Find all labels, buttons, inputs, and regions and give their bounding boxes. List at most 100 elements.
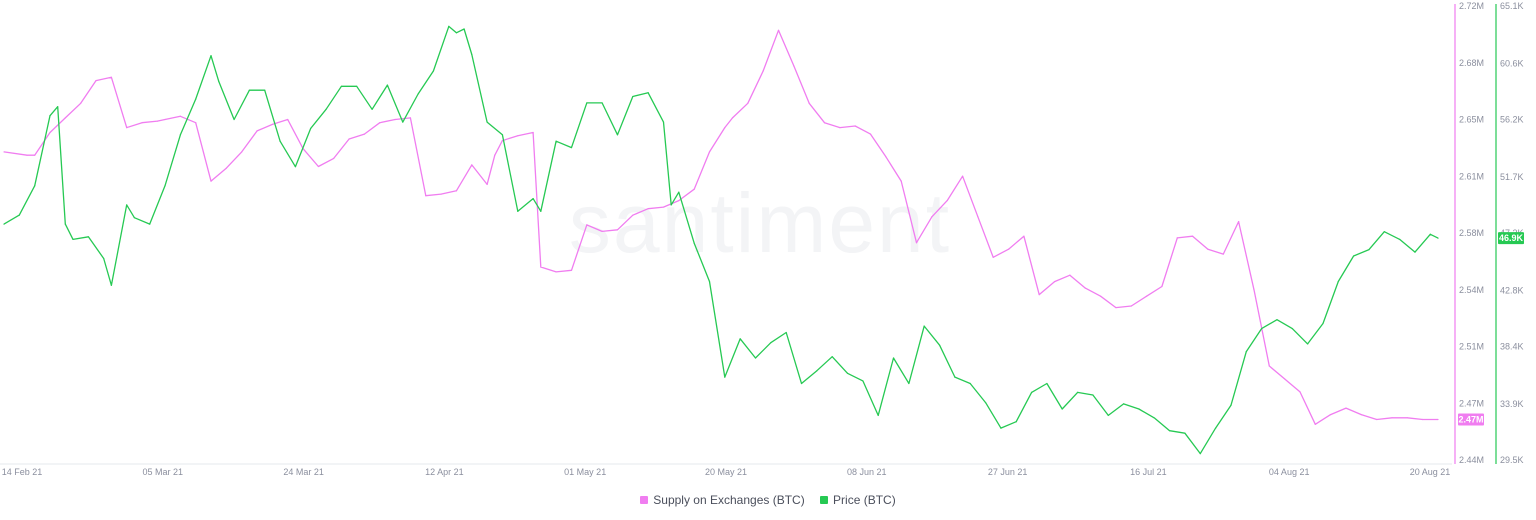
price-point xyxy=(1353,255,1355,257)
supply-point xyxy=(110,76,112,78)
price-point xyxy=(647,92,649,94)
price-point xyxy=(279,140,281,142)
supply-point xyxy=(762,70,764,72)
supply-point xyxy=(1053,281,1056,283)
price-point xyxy=(1429,233,1431,235)
supply-tick-label: 2.47M xyxy=(1459,398,1484,408)
supply-point xyxy=(156,120,158,122)
price-point xyxy=(1215,427,1217,429)
price-point xyxy=(1199,453,1201,455)
supply-point xyxy=(708,151,711,153)
supply-series xyxy=(3,29,1439,425)
price-tick-label: 33.9K xyxy=(1500,399,1524,409)
x-tick-label: 16 Jul 21 xyxy=(1130,467,1167,477)
price-point xyxy=(616,134,619,136)
x-tick-label: 12 Apr 21 xyxy=(425,467,464,477)
price-point xyxy=(386,84,389,86)
x-tick-label: 20 Aug 21 xyxy=(1410,467,1451,477)
price-point xyxy=(785,331,787,334)
x-tick-label: 04 Aug 21 xyxy=(1269,467,1310,477)
price-point xyxy=(1414,251,1416,253)
supply-point xyxy=(49,131,51,134)
price-point xyxy=(892,357,895,359)
supply-point xyxy=(793,65,795,67)
supply-point xyxy=(363,133,366,135)
supply-point xyxy=(409,117,412,119)
legend-item-supply[interactable]: Supply on Exchanges (BTC) xyxy=(640,493,805,507)
supply-tick-label: 2.58M xyxy=(1459,228,1484,238)
price-point xyxy=(708,280,711,283)
price-point xyxy=(1437,237,1439,239)
supply-point xyxy=(616,229,619,231)
supply-point xyxy=(486,183,488,185)
price-point xyxy=(49,115,51,117)
price-point xyxy=(1153,417,1155,419)
x-tick-label: 14 Feb 21 xyxy=(2,467,43,477)
supply-point xyxy=(647,208,649,210)
supply-point xyxy=(471,164,473,166)
supply-point xyxy=(317,165,320,168)
price-point xyxy=(984,402,987,404)
price-point xyxy=(1169,430,1171,432)
price-point xyxy=(210,55,212,57)
price-point xyxy=(264,89,266,91)
supply-point xyxy=(440,193,442,195)
x-tick-label: 08 Jun 21 xyxy=(847,467,887,477)
supply-point xyxy=(210,180,212,182)
supply-point xyxy=(839,127,841,129)
supply-point xyxy=(1222,253,1224,255)
price-point xyxy=(923,325,925,327)
supply-point xyxy=(333,157,335,160)
supply-point xyxy=(1007,248,1010,250)
price-point xyxy=(570,146,573,149)
price-point xyxy=(486,121,488,123)
price-point xyxy=(632,95,634,98)
price-point xyxy=(816,370,818,372)
legend-swatch-supply xyxy=(640,496,649,504)
legend-item-price[interactable]: Price (BTC) xyxy=(820,493,896,507)
price-point xyxy=(831,356,833,358)
supply-point xyxy=(915,242,918,244)
price-point xyxy=(724,376,726,378)
supply-point xyxy=(494,154,496,156)
price-point xyxy=(218,80,220,82)
price-badge xyxy=(1498,232,1524,245)
price-point xyxy=(110,284,112,286)
supply-point xyxy=(777,29,780,31)
supply-point xyxy=(1207,248,1209,250)
price-point xyxy=(693,242,695,244)
price-point xyxy=(1061,408,1063,410)
supply-point xyxy=(946,199,948,202)
price-point xyxy=(448,25,450,28)
supply-point xyxy=(1406,417,1408,419)
price-point xyxy=(1399,238,1401,240)
price-point xyxy=(126,204,128,206)
price-point xyxy=(1276,319,1278,321)
legend-label-price: Price (BTC) xyxy=(833,493,896,507)
price-point xyxy=(1291,328,1293,330)
supply-point xyxy=(164,118,166,121)
supply-point xyxy=(126,127,128,129)
price-tick-label: 56.2K xyxy=(1500,115,1524,125)
supply-point xyxy=(1284,378,1286,380)
supply-point xyxy=(532,131,534,134)
supply-point xyxy=(869,133,872,135)
x-tick-label: 01 May 21 xyxy=(564,467,606,477)
price-point xyxy=(555,140,557,142)
price-point xyxy=(248,89,250,91)
supply-point xyxy=(225,167,227,169)
supply-axis: 2.72M 2.68M 2.65M 2.61M 2.58M 2.54M 2.51M 2.47M… xyxy=(1454,1,1484,465)
supply-point xyxy=(80,102,82,104)
supply-point xyxy=(731,117,734,119)
supply-point xyxy=(678,199,680,202)
supply-point xyxy=(977,216,979,218)
supply-tick-label: 2.51M xyxy=(1459,342,1484,352)
supply-tick-label: 2.61M xyxy=(1459,171,1484,181)
legend-label-supply: Supply on Exchanges (BTC) xyxy=(653,493,805,507)
price-tick-label: 42.8K xyxy=(1500,285,1524,295)
supply-point xyxy=(179,115,181,117)
supply-point xyxy=(885,156,887,158)
price-point xyxy=(340,85,343,87)
supply-tick-label: 2.54M xyxy=(1459,285,1484,295)
supply-point xyxy=(1299,391,1301,393)
